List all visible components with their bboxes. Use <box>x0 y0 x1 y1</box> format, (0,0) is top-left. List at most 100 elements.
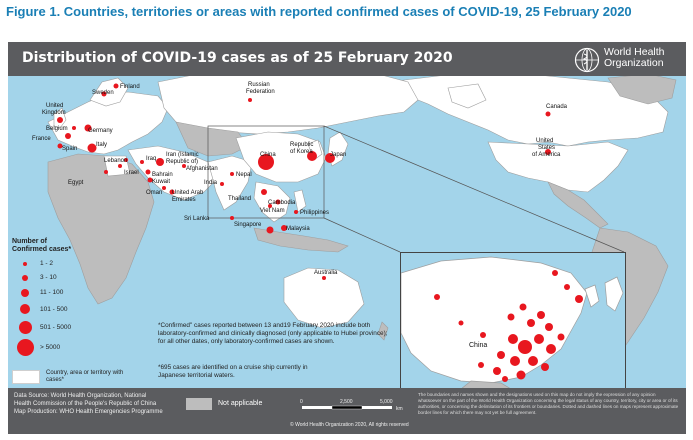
label-germany: Germany <box>88 128 113 134</box>
legend-dot <box>21 289 29 297</box>
label-cambodia: Cambodia <box>268 200 296 206</box>
case-marker <box>275 199 281 205</box>
legend-label: 11 - 100 <box>40 289 64 296</box>
case-marker <box>507 313 515 321</box>
map-title: Distribution of COVID-19 cases as of 25 … <box>22 50 453 66</box>
label-russia-line1: Russian <box>248 82 270 88</box>
copyright: © World Health Organization 2020, All ri… <box>290 422 409 428</box>
label-lebanon: Lebanon <box>104 158 127 164</box>
case-marker <box>528 356 538 366</box>
legend-label: > 5000 <box>40 344 61 351</box>
case-marker <box>281 225 287 231</box>
legend-label: 3 - 10 <box>40 274 57 281</box>
label-finland: Finland <box>120 84 140 90</box>
case-marker <box>518 340 532 354</box>
case-marker <box>268 204 272 208</box>
case-marker <box>248 98 252 102</box>
case-marker <box>104 170 108 174</box>
who-org-line2: Organization <box>604 57 664 69</box>
scale-label-2500: 2,500 <box>340 399 353 405</box>
label-china: China <box>260 152 276 158</box>
case-marker <box>458 320 464 326</box>
label-egypt: Egypt <box>68 180 84 186</box>
label-spain: Spain <box>62 146 77 152</box>
land-central-asia <box>175 121 249 157</box>
case-marker <box>84 124 92 132</box>
case-marker <box>87 143 97 153</box>
legend-title-line2: Confirmed cases* <box>12 246 72 253</box>
case-marker <box>545 323 553 331</box>
case-marker <box>519 303 527 311</box>
case-marker <box>156 158 164 166</box>
label-russia-line2: Federation <box>246 89 275 95</box>
label-malaysia: Malaysia <box>286 226 310 232</box>
case-marker <box>510 356 520 366</box>
who-emblem-icon <box>574 47 600 73</box>
case-marker <box>72 126 76 130</box>
label-italy: Italy <box>96 142 107 148</box>
map-footer: Data Source: World Health Organization, … <box>8 388 686 434</box>
case-marker <box>557 333 565 341</box>
case-marker <box>230 216 234 220</box>
scale-unit: km <box>396 406 403 412</box>
case-marker <box>493 367 501 375</box>
land-egypt <box>103 155 131 177</box>
label-kuwait: Kuwait <box>152 179 170 185</box>
label-india: India <box>204 180 218 186</box>
case-marker <box>261 189 267 195</box>
case-marker <box>118 164 122 168</box>
land-philippines <box>293 189 307 213</box>
label-usa-line2: States <box>538 145 555 151</box>
legend-dot <box>22 275 28 281</box>
label-sri-lanka: Sri Lanka <box>184 216 210 222</box>
legend-item: 11 - 100 <box>12 286 82 302</box>
case-marker <box>564 284 570 290</box>
legend-title-line1: Number of <box>12 238 47 245</box>
scale-bar: 0 2,500 5,000 km <box>300 399 403 412</box>
note-confirmed-cases: *Confirmed" cases reported between 13 an… <box>158 322 388 345</box>
label-oman: Oman <box>146 190 162 196</box>
who-org-name: World Health Organization <box>604 47 665 69</box>
label-uae-line2: Emirates <box>172 197 196 203</box>
label-canada: Canada <box>546 104 568 110</box>
land-central-america <box>547 181 609 229</box>
case-marker <box>307 151 317 161</box>
label-afghanistan: Afghanistan <box>186 166 218 172</box>
case-marker <box>57 143 63 149</box>
figure-title: Figure 1. Countries, territories or area… <box>6 4 632 19</box>
case-marker <box>545 111 551 117</box>
map-panel: Finland Sweden Russian Federation Canada… <box>8 42 686 434</box>
label-uae-line1: United Arab <box>172 190 204 196</box>
not-applicable-swatch <box>186 398 212 410</box>
legend-label: 501 - 5000 <box>40 324 72 331</box>
case-marker <box>220 182 224 186</box>
label-uk-line2: Kingdom <box>42 110 66 116</box>
case-marker <box>182 164 186 168</box>
label-israel: Israel <box>124 170 139 176</box>
case-marker <box>537 311 545 319</box>
legend-label: 101 - 500 <box>40 306 68 313</box>
case-marker <box>65 133 71 139</box>
china-inset-map: China <box>400 252 626 390</box>
label-thailand: Thailand <box>228 196 251 202</box>
case-marker <box>552 270 558 276</box>
label-usa-line3: of America <box>532 152 561 158</box>
not-applicable-label: Not applicable <box>218 400 263 407</box>
case-marker <box>145 169 151 175</box>
label-philippines: Philippines <box>300 210 329 216</box>
case-marker <box>516 370 526 380</box>
legend-dot <box>20 304 30 314</box>
country-legend-label: Country, area or territory with cases* <box>46 370 124 383</box>
label-iraq: Iraq <box>146 156 156 162</box>
case-marker <box>502 376 508 382</box>
case-marker <box>140 160 144 164</box>
who-org-line1: World Health <box>604 46 665 58</box>
legend-dot <box>17 339 34 356</box>
case-marker <box>527 319 535 327</box>
inset-source-frame <box>207 125 325 219</box>
case-marker <box>169 189 175 195</box>
label-nepal: Nepal <box>236 172 252 178</box>
case-marker <box>545 149 551 155</box>
label-usa-line1: United <box>536 138 553 144</box>
case-marker <box>266 226 274 234</box>
